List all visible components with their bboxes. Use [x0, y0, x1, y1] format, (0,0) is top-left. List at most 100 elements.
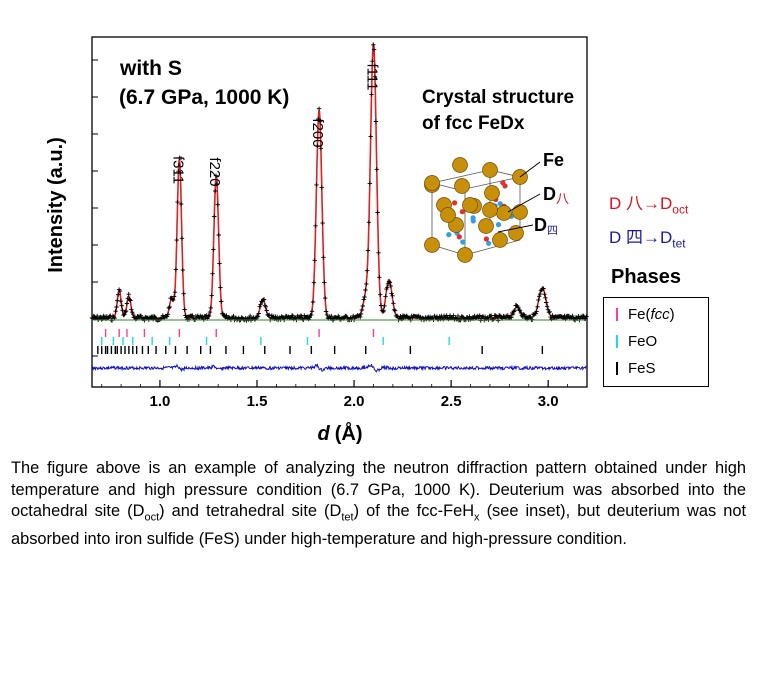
observed-point	[182, 307, 187, 312]
observed-point	[119, 303, 124, 308]
observed-point	[322, 280, 327, 285]
observed-point	[370, 59, 375, 64]
observed-point	[209, 293, 214, 298]
observed-point	[389, 291, 394, 296]
observed-point	[312, 258, 317, 263]
observed-point	[533, 311, 538, 316]
observed-point	[477, 313, 482, 318]
legend-title: Phases	[611, 266, 682, 288]
observed-point	[178, 170, 183, 176]
observed-point	[210, 271, 215, 276]
observed-point	[323, 295, 328, 301]
observed-point	[359, 307, 365, 313]
observed-point	[130, 311, 136, 317]
observed-point	[206, 313, 211, 318]
observed-point	[123, 309, 128, 315]
fe-atom	[482, 162, 498, 178]
observed-point	[231, 313, 236, 319]
d-tet-atom	[460, 239, 466, 245]
figure-caption: The figure above is an example of analyz…	[11, 459, 747, 548]
x-tick-label: 2.0	[344, 393, 365, 410]
observed-point	[314, 182, 319, 188]
observed-point	[391, 301, 396, 306]
observed-point	[95, 313, 100, 319]
legend-item-fes: FeS	[616, 360, 656, 377]
observed-point	[365, 248, 371, 253]
observed-point	[126, 292, 131, 297]
d-tet-annotation: D 四→Dtet	[609, 228, 686, 251]
observed-point	[288, 315, 293, 321]
observed-point	[514, 303, 519, 308]
label-fe: Fe	[543, 150, 564, 170]
observed-point	[497, 313, 503, 318]
observed-point	[128, 298, 133, 303]
observed-point	[219, 299, 224, 304]
observed-point	[375, 210, 380, 215]
peak-label: f311	[169, 156, 186, 184]
observed-point	[387, 280, 393, 285]
observed-point	[323, 309, 329, 314]
observed-point	[124, 301, 130, 306]
observed-point	[317, 119, 323, 124]
x-axis-label: d (Å)	[318, 421, 363, 445]
observed-point	[299, 313, 304, 319]
observed-point	[215, 202, 220, 207]
x-tick-label: 2.5	[441, 393, 462, 410]
observed-point	[310, 299, 316, 305]
observed-point	[537, 294, 542, 299]
peak-label: f220	[206, 157, 223, 186]
observed-point	[113, 309, 118, 314]
observed-point	[151, 314, 157, 319]
observed-point	[320, 220, 325, 226]
fe-pointer	[519, 161, 541, 178]
observed-point	[211, 247, 216, 252]
observed-point	[177, 155, 182, 160]
legend-mark-fe-fcc	[616, 308, 618, 321]
chart-title: with S	[119, 57, 182, 80]
fe-atom	[454, 178, 470, 194]
peak-label: f111	[364, 64, 381, 91]
observed-point	[114, 304, 119, 310]
observed-point	[213, 188, 218, 194]
observed-point	[368, 134, 373, 139]
observed-point	[535, 304, 540, 309]
observed-point	[152, 314, 158, 320]
observed-point	[392, 307, 397, 312]
fe-atom	[512, 204, 528, 220]
axis-ticks: 1.0 1.5 2.0 2.5 3.0	[92, 59, 568, 410]
fe-atom	[457, 247, 473, 263]
observed-point	[360, 303, 365, 309]
observed-point	[180, 267, 185, 273]
observed-point	[380, 309, 386, 314]
observed-point	[218, 285, 223, 290]
observed-point	[385, 285, 390, 290]
observed-point	[207, 309, 213, 315]
observed-point	[171, 294, 177, 299]
d-tet-pointer	[497, 224, 534, 233]
x-tick-label: 3.0	[538, 393, 559, 410]
observed-point	[376, 250, 381, 255]
fe-atom	[440, 207, 456, 223]
legend-mark-feo	[616, 335, 618, 348]
observed-point	[319, 185, 324, 190]
fe-atom	[484, 185, 500, 201]
observed-point	[129, 307, 134, 312]
observed-point	[174, 237, 179, 243]
observed-point	[544, 300, 549, 305]
y-axis-label: Intensity (a.u.)	[45, 137, 67, 273]
observed-point	[318, 146, 324, 151]
observed-point	[183, 313, 188, 318]
observed-point	[455, 313, 461, 319]
observed-point	[300, 316, 305, 322]
observed-point	[358, 311, 364, 317]
observed-point	[358, 314, 363, 320]
observed-point	[173, 267, 179, 272]
observed-point	[505, 313, 510, 318]
d-oct-atom	[452, 200, 458, 206]
observed-points	[89, 42, 589, 323]
observed-point	[521, 312, 526, 317]
observed-point	[546, 310, 552, 315]
observed-point	[258, 302, 263, 307]
observed-point	[309, 309, 315, 314]
